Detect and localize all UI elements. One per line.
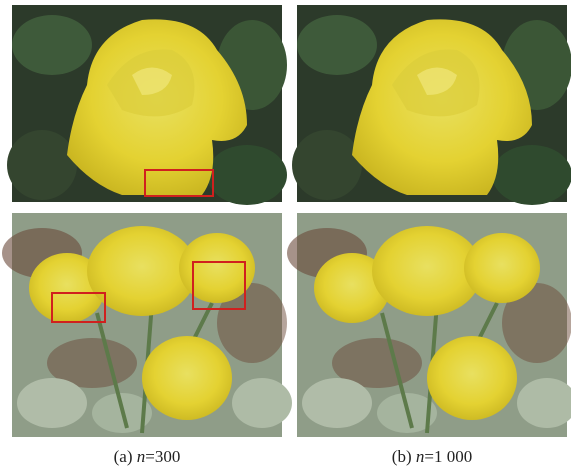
photo-b-bottom (287, 213, 571, 437)
caption-variable: n (137, 447, 146, 466)
photo-a-bottom (2, 213, 292, 437)
photo-b-top (292, 5, 571, 205)
caption: (b) n=1 000 (392, 447, 472, 466)
caption-value: =1 000 (424, 447, 472, 466)
caption: (a) n=300 (114, 447, 181, 466)
photo-a-top (7, 5, 287, 205)
caption-variable: n (416, 447, 425, 466)
caption-label: (a) (114, 447, 133, 466)
figure: (a) n=300 (b) n=1 000 (0, 0, 571, 471)
caption-label: (b) (392, 447, 412, 466)
caption-value: =300 (145, 447, 180, 466)
